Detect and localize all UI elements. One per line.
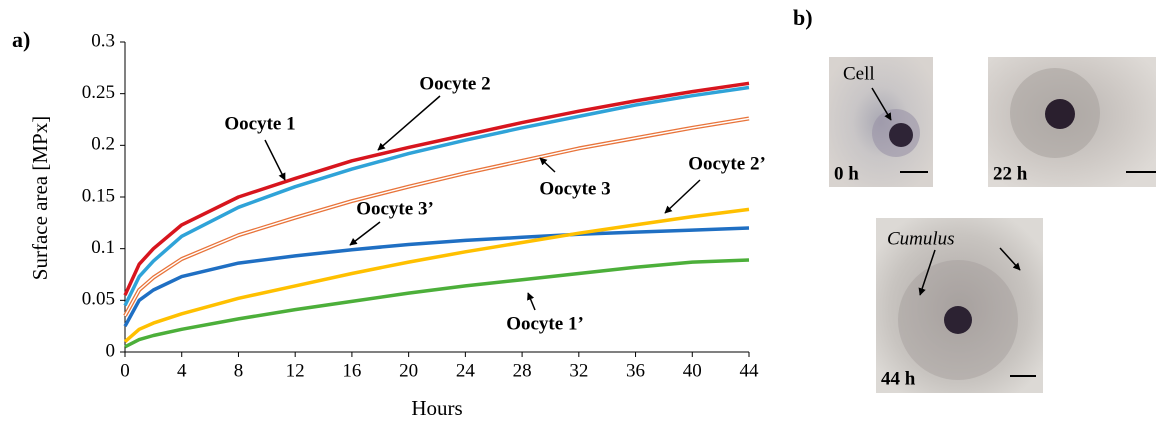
panel-label: b) xyxy=(793,5,813,30)
x-tick-label: 28 xyxy=(513,360,532,381)
series-label: Oocyte 2’ xyxy=(688,153,766,174)
y-tick-label: 0.2 xyxy=(91,134,115,155)
y-tick-label: 0.25 xyxy=(82,82,115,103)
series-label: Oocyte 3 xyxy=(539,178,610,199)
x-tick-label: 0 xyxy=(120,360,130,381)
x-tick-label: 12 xyxy=(286,360,305,381)
annotation-arrow xyxy=(528,293,535,310)
x-axis-label: Hours xyxy=(411,396,462,420)
image-time: 22 h xyxy=(993,163,1028,184)
x-tick-label: 4 xyxy=(177,360,187,381)
image-annotation: Cell xyxy=(843,63,875,84)
page: {"panel_labels": ["a)", "b)"], "chart_da… xyxy=(0,0,1156,421)
image-annotation: Cumulus xyxy=(887,228,955,249)
y-tick-label: 0.05 xyxy=(82,289,115,310)
series-label: Oocyte 1 xyxy=(224,113,295,134)
series-label: Oocyte 2 xyxy=(419,73,490,94)
y-tick-label: 0.3 xyxy=(91,30,115,51)
photo-0h: Cell 0 h xyxy=(829,57,933,187)
photo-44h: Cumulus 44 h xyxy=(876,218,1043,393)
x-tick-label: 20 xyxy=(399,360,418,381)
y-axis-label: Surface area [MPx] xyxy=(28,116,52,280)
x-tick-label: 36 xyxy=(626,360,645,381)
annotation-arrow xyxy=(265,140,285,180)
x-tick-label: 44 xyxy=(740,360,760,381)
annotation-arrow xyxy=(350,222,380,245)
x-tick-label: 8 xyxy=(234,360,244,381)
x-tick-label: 40 xyxy=(683,360,702,381)
series-line xyxy=(125,88,749,306)
x-tick-label: 24 xyxy=(456,360,476,381)
image-time: 44 h xyxy=(881,368,916,389)
figure: a) b) Hours Surface area [MPx] Cell 0 h … xyxy=(0,0,1156,421)
image-time: 0 h xyxy=(834,163,859,184)
y-tick-label: 0.15 xyxy=(82,185,115,206)
annotation-arrow xyxy=(665,180,700,213)
series-line xyxy=(125,83,749,295)
panel-label: a) xyxy=(12,27,30,52)
x-tick-label: 16 xyxy=(342,360,361,381)
x-tick-label: 32 xyxy=(569,360,588,381)
y-tick-label: 0.1 xyxy=(91,237,115,258)
y-tick-label: 0 xyxy=(106,340,116,361)
series-label: Oocyte 3’ xyxy=(356,198,434,219)
photo-22h: 22 h xyxy=(988,57,1156,187)
annotation-arrow xyxy=(540,158,555,172)
series-label: Oocyte 1’ xyxy=(506,313,584,334)
